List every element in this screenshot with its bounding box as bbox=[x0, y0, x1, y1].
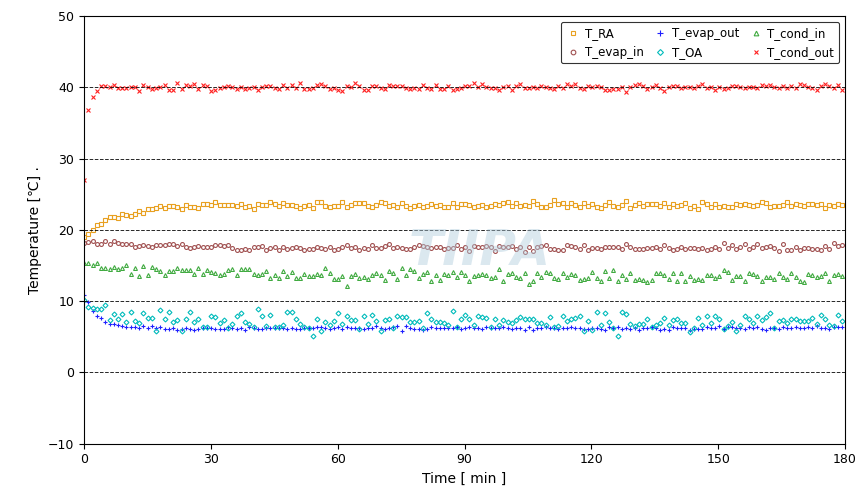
T_RA bbox=[168, 203, 178, 209]
T_evap_in bbox=[108, 238, 119, 244]
T_RA bbox=[235, 201, 246, 207]
T_OA bbox=[837, 318, 847, 324]
Text: TIIPA: TIIPA bbox=[409, 227, 551, 275]
Line: T_evap_in: T_evap_in bbox=[82, 239, 844, 254]
T_cond_out bbox=[837, 87, 847, 93]
T_evap_in bbox=[240, 246, 250, 251]
T_evap_in bbox=[92, 241, 102, 247]
T_OA bbox=[816, 313, 826, 319]
Line: T_RA: T_RA bbox=[82, 198, 844, 239]
T_cond_in bbox=[341, 283, 352, 289]
X-axis label: Time [ min ]: Time [ min ] bbox=[423, 472, 507, 486]
T_cond_out bbox=[816, 83, 826, 89]
T_OA bbox=[168, 319, 178, 325]
T_OA bbox=[79, 298, 89, 304]
T_cond_out bbox=[367, 83, 378, 89]
T_evap_out bbox=[837, 324, 847, 330]
T_evap_in bbox=[172, 243, 182, 248]
T_evap_in bbox=[760, 244, 771, 249]
T_cond_out bbox=[79, 177, 89, 183]
T_cond_in bbox=[95, 265, 106, 271]
T_evap_out bbox=[92, 313, 102, 319]
T_cond_out bbox=[469, 80, 479, 86]
T_OA bbox=[235, 310, 246, 316]
T_RA bbox=[816, 201, 826, 207]
T_evap_in bbox=[820, 244, 831, 249]
T_cond_out bbox=[756, 82, 766, 88]
T_cond_in bbox=[240, 266, 250, 272]
T_OA bbox=[92, 306, 102, 312]
T_cond_in bbox=[375, 272, 385, 278]
T_OA bbox=[367, 313, 378, 319]
T_RA bbox=[549, 197, 559, 203]
Line: T_evap_out: T_evap_out bbox=[82, 292, 845, 333]
T_RA bbox=[756, 199, 766, 205]
T_OA bbox=[613, 333, 623, 339]
T_RA bbox=[837, 202, 847, 208]
T_cond_in bbox=[92, 259, 102, 265]
T_cond_in bbox=[172, 265, 182, 271]
T_evap_out bbox=[367, 326, 378, 331]
Line: T_OA: T_OA bbox=[82, 299, 844, 338]
T_evap_out bbox=[79, 292, 89, 298]
Y-axis label: Temperature [℃] .: Temperature [℃] . bbox=[29, 166, 43, 294]
T_cond_out bbox=[235, 84, 246, 90]
T_evap_in bbox=[372, 245, 382, 251]
Legend: T_RA, T_evap_in, T_evap_out, T_OA, T_cond_in, T_cond_out: T_RA, T_evap_in, T_evap_out, T_OA, T_con… bbox=[561, 22, 839, 63]
T_evap_out bbox=[756, 326, 766, 331]
T_evap_out bbox=[397, 328, 407, 333]
T_OA bbox=[756, 318, 766, 324]
T_evap_in bbox=[837, 243, 847, 248]
T_RA bbox=[92, 222, 102, 228]
T_cond_out bbox=[168, 86, 178, 92]
T_cond_out bbox=[92, 87, 102, 93]
T_cond_in bbox=[837, 272, 847, 278]
T_evap_in bbox=[519, 249, 529, 255]
T_cond_in bbox=[820, 269, 831, 275]
T_evap_out bbox=[168, 325, 178, 331]
T_evap_out bbox=[235, 326, 246, 331]
T_RA bbox=[367, 204, 378, 210]
T_evap_in bbox=[79, 240, 89, 246]
T_RA bbox=[79, 235, 89, 241]
Line: T_cond_out: T_cond_out bbox=[82, 81, 845, 182]
T_cond_in bbox=[79, 260, 89, 266]
Line: T_cond_in: T_cond_in bbox=[82, 260, 844, 288]
T_evap_out bbox=[816, 326, 826, 331]
T_cond_in bbox=[760, 274, 771, 280]
